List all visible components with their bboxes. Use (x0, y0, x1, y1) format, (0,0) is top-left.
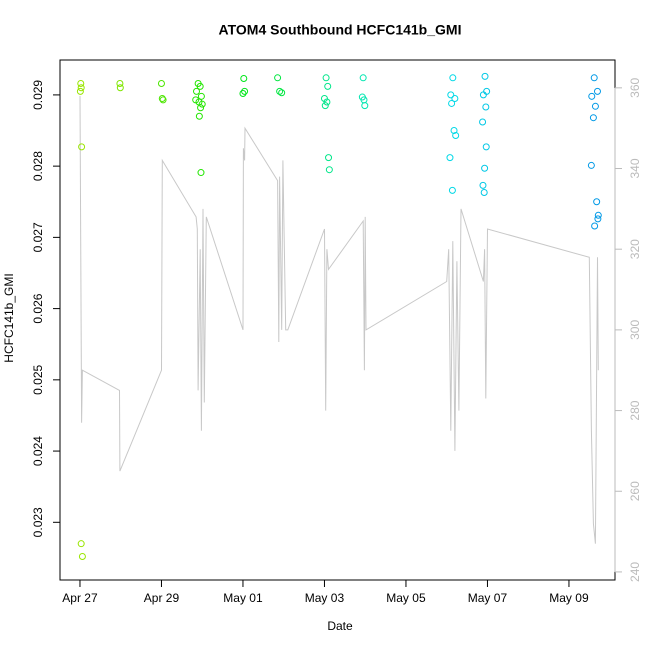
plot-frame (59, 59, 616, 581)
point (449, 74, 457, 82)
point (157, 80, 165, 88)
point (77, 84, 85, 92)
point (479, 91, 487, 99)
point (197, 169, 205, 177)
point (240, 75, 248, 83)
point (481, 164, 489, 172)
point (446, 154, 454, 162)
y-tick-label: 0.026 (31, 293, 45, 323)
y2-tick-label: 360 (628, 78, 642, 98)
point (116, 80, 124, 88)
y-tick-label: 0.028 (31, 151, 45, 181)
point (78, 143, 86, 151)
point (278, 89, 286, 97)
point (587, 161, 595, 169)
point (197, 92, 205, 100)
point (359, 74, 367, 82)
point (590, 74, 598, 82)
point (274, 74, 282, 82)
point (483, 87, 491, 95)
y-tick-label: 0.024 (31, 436, 45, 466)
point (479, 181, 487, 189)
x-tick-label: May 01 (223, 591, 263, 605)
point (159, 96, 167, 104)
point (593, 87, 601, 95)
point (361, 102, 369, 110)
point (591, 102, 599, 110)
y2-tick-label: 280 (628, 400, 642, 420)
chart-title: ATOM4 Southbound HCFC141b_GMI (219, 22, 462, 38)
point (325, 154, 333, 162)
point (276, 87, 284, 95)
point (481, 72, 489, 80)
point (324, 82, 332, 90)
y-axis-label: HCFC141b_GMI (2, 273, 16, 362)
point (450, 127, 458, 135)
point (594, 215, 602, 223)
point (116, 84, 124, 92)
x-tick-label: May 07 (468, 591, 508, 605)
y2-tick-label: 320 (628, 239, 642, 259)
y-tick-label: 0.027 (31, 222, 45, 252)
point (320, 94, 328, 102)
point (77, 80, 85, 88)
point (480, 188, 488, 196)
point (77, 540, 85, 548)
y-tick-label: 0.025 (31, 364, 45, 394)
point (158, 94, 166, 102)
point (78, 552, 86, 560)
trace-line (79, 95, 599, 544)
point (196, 82, 204, 90)
point (239, 89, 247, 97)
x-tick-label: May 03 (305, 591, 345, 605)
point (197, 104, 205, 112)
point (593, 198, 601, 206)
point (321, 102, 329, 110)
y2-tick-label: 300 (628, 320, 642, 340)
point (482, 103, 490, 111)
point (448, 99, 456, 107)
point (594, 211, 602, 219)
y-tick-label: 0.029 (31, 80, 45, 110)
point (448, 186, 456, 194)
point (591, 222, 599, 230)
point (482, 143, 490, 151)
x-tick-label: May 05 (386, 591, 426, 605)
point (195, 112, 203, 120)
x-tick-label: Apr 27 (62, 591, 98, 605)
point (241, 87, 249, 95)
point (322, 74, 330, 82)
point (325, 166, 333, 174)
point (451, 94, 459, 102)
point (323, 98, 331, 106)
point (479, 118, 487, 126)
y2-tick-label: 260 (628, 481, 642, 501)
y-tick-label: 0.023 (31, 507, 45, 537)
x-tick-label: May 09 (549, 591, 589, 605)
point (198, 100, 206, 108)
point (76, 87, 84, 95)
x-axis-label: Date (327, 619, 353, 633)
point (447, 91, 455, 99)
point (452, 132, 460, 140)
y2-tick-label: 240 (628, 562, 642, 582)
point (193, 87, 201, 95)
point (588, 92, 596, 100)
point (589, 114, 597, 122)
x-tick-label: Apr 29 (144, 591, 180, 605)
y2-tick-label: 340 (628, 158, 642, 178)
